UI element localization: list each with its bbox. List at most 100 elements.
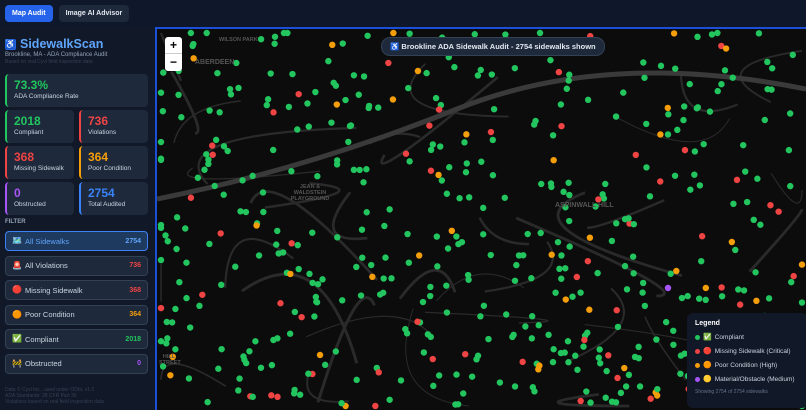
sidewalk-marker[interactable] bbox=[429, 355, 436, 363]
sidewalk-marker[interactable] bbox=[595, 354, 603, 361]
sidewalk-marker[interactable] bbox=[237, 208, 244, 215]
sidewalk-marker[interactable] bbox=[600, 195, 608, 202]
sidewalk-marker[interactable] bbox=[752, 269, 759, 276]
sidewalk-marker[interactable] bbox=[674, 126, 681, 134]
sidewalk-marker[interactable] bbox=[670, 341, 677, 348]
sidewalk-marker[interactable] bbox=[647, 395, 654, 402]
sidewalk-marker[interactable] bbox=[612, 113, 620, 120]
sidewalk-marker[interactable] bbox=[639, 279, 647, 287]
sidewalk-marker[interactable] bbox=[397, 377, 405, 384]
sidewalk-marker[interactable] bbox=[702, 296, 709, 304]
sidewalk-marker[interactable] bbox=[345, 138, 352, 146]
sidewalk-marker[interactable] bbox=[333, 157, 341, 164]
sidewalk-marker[interactable] bbox=[548, 183, 555, 191]
sidewalk-marker[interactable] bbox=[569, 293, 576, 300]
sidewalk-marker[interactable] bbox=[358, 226, 366, 233]
sidewalk-marker[interactable] bbox=[312, 88, 319, 96]
sidewalk-marker[interactable] bbox=[363, 166, 370, 173]
sidewalk-marker[interactable] bbox=[427, 292, 434, 300]
sidewalk-marker[interactable] bbox=[555, 68, 563, 76]
sidewalk-marker[interactable] bbox=[461, 139, 468, 146]
sidewalk-marker[interactable] bbox=[545, 331, 552, 339]
map-view[interactable]: WILSON PARK ABERDEEN JEAN & WALDSTEIN PL… bbox=[155, 27, 806, 410]
sidewalk-marker[interactable] bbox=[463, 160, 470, 167]
sidewalk-marker[interactable] bbox=[215, 365, 222, 372]
sidewalk-marker[interactable] bbox=[235, 84, 242, 92]
sidewalk-marker[interactable] bbox=[468, 373, 476, 380]
sidewalk-marker[interactable] bbox=[646, 193, 654, 200]
sidewalk-marker[interactable] bbox=[214, 69, 221, 77]
sidewalk-marker[interactable] bbox=[743, 198, 751, 206]
zoom-out-button[interactable]: − bbox=[169, 55, 177, 69]
sidewalk-marker[interactable] bbox=[217, 230, 224, 237]
sidewalk-marker[interactable] bbox=[339, 40, 346, 47]
sidewalk-marker[interactable] bbox=[662, 318, 670, 326]
sidewalk-marker[interactable] bbox=[206, 107, 213, 114]
sidewalk-marker[interactable] bbox=[196, 302, 203, 310]
sidewalk-marker[interactable] bbox=[630, 220, 638, 228]
sidewalk-marker[interactable] bbox=[420, 349, 428, 356]
sidewalk-marker[interactable] bbox=[775, 208, 782, 215]
sidewalk-marker[interactable] bbox=[185, 375, 193, 382]
sidewalk-marker[interactable] bbox=[187, 194, 195, 201]
sidewalk-marker[interactable] bbox=[157, 256, 165, 264]
sidewalk-marker[interactable] bbox=[750, 216, 757, 224]
sidewalk-marker[interactable] bbox=[678, 294, 686, 302]
sidewalk-marker[interactable] bbox=[639, 289, 646, 296]
sidewalk-marker[interactable] bbox=[216, 109, 223, 116]
sidewalk-marker[interactable] bbox=[328, 119, 335, 126]
sidewalk-marker[interactable] bbox=[406, 30, 413, 37]
sidewalk-marker[interactable] bbox=[239, 177, 246, 184]
sidewalk-marker[interactable] bbox=[754, 175, 761, 182]
sidewalk-marker[interactable] bbox=[664, 131, 672, 138]
sidewalk-marker[interactable] bbox=[220, 143, 228, 150]
sidewalk-marker[interactable] bbox=[359, 254, 366, 261]
sidewalk-marker[interactable] bbox=[528, 313, 536, 320]
sidewalk-marker[interactable] bbox=[474, 352, 482, 359]
sidewalk-marker[interactable] bbox=[547, 56, 554, 64]
sidewalk-marker[interactable] bbox=[437, 143, 444, 150]
sidewalk-marker[interactable] bbox=[584, 329, 591, 336]
sidewalk-marker[interactable] bbox=[718, 293, 726, 300]
sidewalk-marker[interactable] bbox=[574, 366, 581, 373]
sidewalk-marker[interactable] bbox=[563, 85, 570, 92]
sidewalk-marker[interactable] bbox=[274, 227, 281, 235]
sidewalk-marker[interactable] bbox=[477, 66, 484, 74]
sidewalk-marker[interactable] bbox=[164, 238, 171, 245]
sidewalk-marker[interactable] bbox=[735, 286, 742, 293]
sidewalk-marker[interactable] bbox=[386, 396, 393, 403]
sidewalk-marker[interactable] bbox=[257, 35, 265, 43]
sidewalk-marker[interactable] bbox=[199, 291, 206, 298]
filter-compliant[interactable]: ✅ Compliant 2018 bbox=[5, 329, 148, 349]
sidewalk-marker[interactable] bbox=[379, 289, 387, 296]
sidewalk-marker[interactable] bbox=[603, 367, 610, 375]
sidewalk-marker[interactable] bbox=[388, 275, 395, 282]
sidewalk-marker[interactable] bbox=[584, 257, 592, 265]
sidewalk-marker[interactable] bbox=[404, 230, 411, 238]
sidewalk-marker[interactable] bbox=[313, 299, 321, 306]
sidewalk-marker[interactable] bbox=[532, 117, 539, 125]
sidewalk-marker[interactable] bbox=[485, 335, 492, 343]
sidewalk-marker[interactable] bbox=[414, 67, 422, 75]
sidewalk-marker[interactable] bbox=[427, 146, 435, 154]
sidewalk-marker[interactable] bbox=[360, 73, 368, 80]
sidewalk-marker[interactable] bbox=[325, 57, 332, 65]
sidewalk-marker[interactable] bbox=[460, 390, 467, 397]
sidewalk-marker[interactable] bbox=[277, 300, 284, 307]
sidewalk-marker[interactable] bbox=[453, 233, 460, 240]
sidewalk-marker[interactable] bbox=[592, 203, 599, 210]
sidewalk-marker[interactable] bbox=[286, 330, 294, 337]
sidewalk-marker[interactable] bbox=[733, 176, 741, 184]
sidewalk-marker[interactable] bbox=[537, 229, 544, 237]
sidewalk-marker[interactable] bbox=[164, 335, 171, 342]
sidewalk-marker[interactable] bbox=[288, 168, 295, 175]
sidewalk-marker[interactable] bbox=[691, 171, 698, 178]
sidewalk-marker[interactable] bbox=[465, 194, 473, 201]
sidewalk-marker[interactable] bbox=[554, 238, 562, 246]
sidewalk-marker[interactable] bbox=[342, 96, 349, 104]
sidewalk-marker[interactable] bbox=[309, 279, 316, 287]
sidewalk-marker[interactable] bbox=[631, 353, 639, 361]
sidewalk-marker[interactable] bbox=[670, 327, 677, 334]
sidewalk-marker[interactable] bbox=[586, 306, 593, 313]
sidewalk-marker[interactable] bbox=[295, 265, 302, 273]
